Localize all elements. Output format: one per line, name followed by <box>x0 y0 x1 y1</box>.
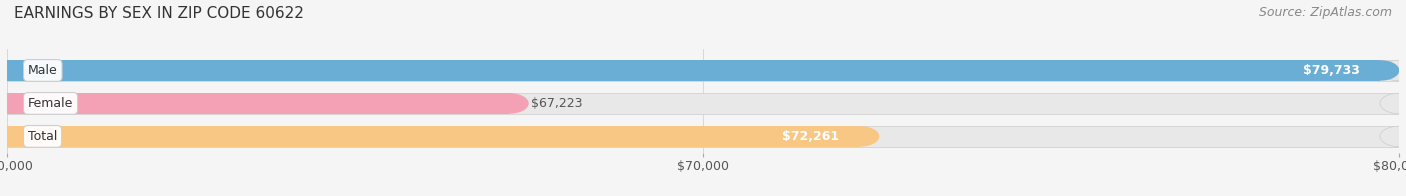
Bar <box>7 93 1399 114</box>
Ellipse shape <box>0 93 25 114</box>
Ellipse shape <box>0 93 25 114</box>
Bar <box>7 93 510 114</box>
Text: EARNINGS BY SEX IN ZIP CODE 60622: EARNINGS BY SEX IN ZIP CODE 60622 <box>14 6 304 21</box>
Bar <box>7 60 1381 81</box>
Ellipse shape <box>0 126 25 147</box>
Ellipse shape <box>0 60 25 81</box>
Ellipse shape <box>0 60 25 81</box>
Bar <box>7 126 1399 147</box>
Ellipse shape <box>491 93 529 114</box>
Ellipse shape <box>1361 60 1399 81</box>
Bar <box>7 126 860 147</box>
Text: Female: Female <box>28 97 73 110</box>
Text: $67,223: $67,223 <box>530 97 582 110</box>
Ellipse shape <box>1381 126 1406 147</box>
Ellipse shape <box>1381 60 1406 81</box>
Ellipse shape <box>841 126 879 147</box>
Ellipse shape <box>0 126 25 147</box>
Ellipse shape <box>1381 93 1406 114</box>
Text: Source: ZipAtlas.com: Source: ZipAtlas.com <box>1258 6 1392 19</box>
Text: $72,261: $72,261 <box>782 130 839 143</box>
Text: $79,733: $79,733 <box>1302 64 1360 77</box>
Bar <box>7 60 1399 81</box>
Text: Total: Total <box>28 130 58 143</box>
Text: Male: Male <box>28 64 58 77</box>
